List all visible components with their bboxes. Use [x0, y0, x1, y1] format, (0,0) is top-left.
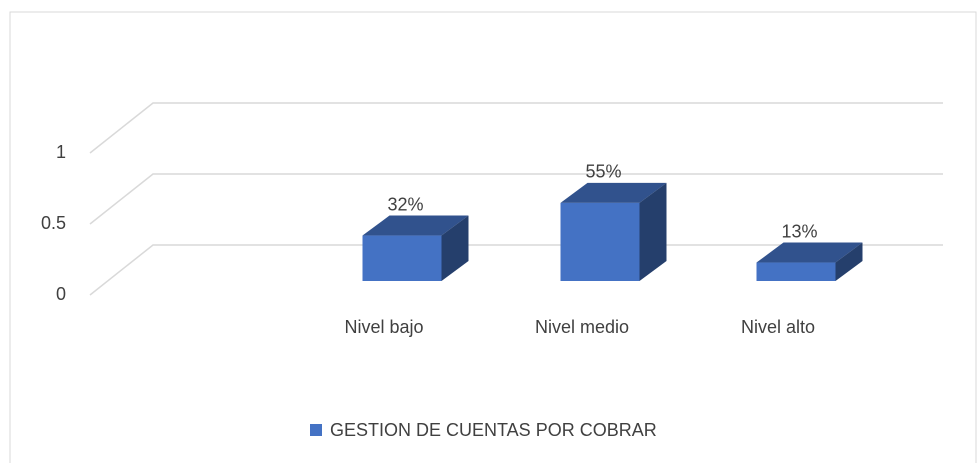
bar-side — [441, 215, 469, 281]
data-label: 55% — [585, 162, 621, 182]
x-tick-label: Nivel medio — [535, 317, 629, 337]
x-tick-label: Nivel alto — [741, 317, 815, 337]
grid-line — [89, 244, 943, 296]
y-tick-label: 1 — [56, 142, 66, 162]
bar-top — [756, 242, 863, 263]
bar — [756, 262, 836, 281]
y-tick-label: 0 — [56, 284, 66, 304]
chart-border — [9, 11, 977, 463]
legend-swatch — [310, 424, 322, 436]
bar-top — [362, 215, 469, 236]
bar — [362, 235, 442, 281]
grid-line — [89, 102, 943, 154]
data-label: 32% — [387, 194, 423, 214]
legend-label: GESTION DE CUENTAS POR COBRAR — [330, 420, 657, 440]
y-tick-label: 0.5 — [41, 213, 66, 233]
bar-side — [639, 182, 667, 281]
data-label: 13% — [781, 221, 817, 241]
bar — [560, 202, 640, 281]
bar-top — [560, 182, 667, 203]
x-tick-label: Nivel bajo — [344, 317, 423, 337]
grid-line — [89, 173, 943, 225]
bar-side — [835, 242, 863, 281]
